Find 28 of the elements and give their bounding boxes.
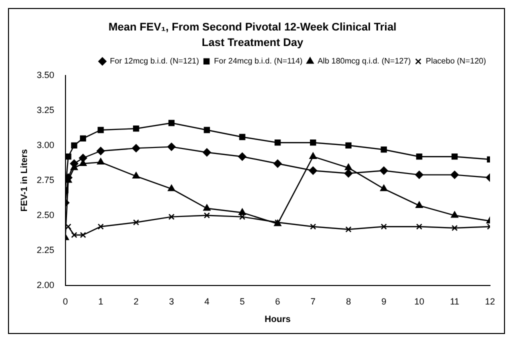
x-tick-label: 5 [240,296,245,306]
legend-label: For 12mcg b.i.d. (N=121) [110,56,200,66]
x-tick-label: 9 [381,296,386,306]
x-tick-label: 10 [414,296,424,306]
x-axis-title: Hours [264,314,291,324]
y-tick-label: 2.75 [36,174,54,185]
x-tick-label: 7 [310,296,316,306]
x-tick-label: 3 [168,296,174,306]
y-tick-label: 3.50 [36,70,54,80]
x-tick-label: 8 [346,296,351,306]
chart-title: Mean FEV₁, From Second Pivotal 12-Week Clinical Trial [108,22,396,34]
x-tick-label: 0 [62,296,68,306]
y-tick-label: 2.25 [36,244,54,255]
y-tick-label: 2.50 [36,210,54,220]
y-axis-title: FEV-1 in Liters [18,149,29,212]
y-tick-label: 2.00 [36,280,54,290]
legend-label: Alb 180mcg q.i.d. (N=127) [318,56,412,66]
x-tick-label: 2 [134,296,139,306]
y-tick-label: 3.00 [36,140,54,150]
y-tick-label: 3.25 [36,104,54,115]
legend-label: Placebo (N=120) [426,56,486,66]
x-tick-label: 1 [98,296,104,306]
chart-subtitle: Last Treatment Day [202,36,304,49]
legend-label: For 24mcg b.i.d. (N=114) [214,56,303,66]
x-tick-label: 4 [204,296,210,306]
x-tick-label: 12 [484,296,496,306]
x-tick-label: 6 [275,296,280,306]
x-tick-label: 11 [450,296,460,306]
